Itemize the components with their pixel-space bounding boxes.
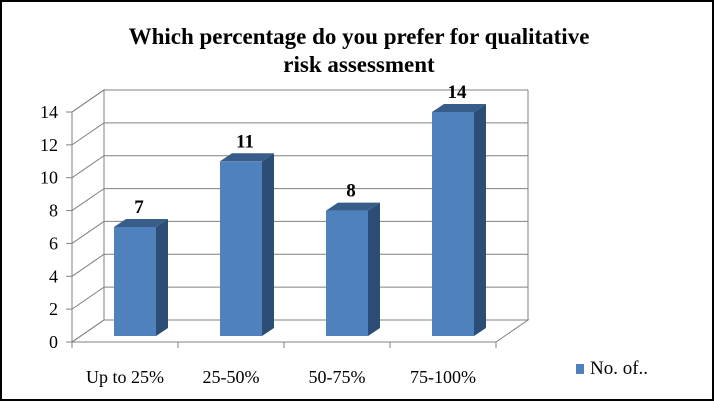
legend: No. of.. bbox=[576, 358, 648, 379]
gridline bbox=[71, 155, 528, 179]
data-label: 8 bbox=[346, 181, 356, 202]
bar-side bbox=[156, 219, 168, 336]
gridline bbox=[71, 188, 528, 211]
bar bbox=[326, 202, 380, 336]
y-tick-label: 10 bbox=[40, 168, 58, 188]
bar-top bbox=[326, 202, 380, 211]
chart-title-line-2: risk assessment bbox=[283, 52, 435, 77]
gridline bbox=[71, 122, 528, 146]
data-label: 11 bbox=[236, 131, 254, 152]
bar-front bbox=[326, 210, 368, 336]
chart-title-line-1: Which percentage do you prefer for quali… bbox=[129, 24, 590, 49]
x-category-label: Up to 25% bbox=[86, 367, 164, 387]
gridline bbox=[71, 286, 528, 310]
legend-swatch bbox=[576, 364, 584, 374]
x-category-label: 50-75% bbox=[309, 367, 366, 387]
y-tick-label: 8 bbox=[49, 201, 58, 221]
bar bbox=[114, 219, 168, 336]
data-labels: 7 11 8 14 bbox=[134, 82, 467, 218]
x-axis-ticks: Up to 25% 25-50% 50-75% 75-100% bbox=[71, 341, 497, 387]
x-category-label: 75-100% bbox=[410, 367, 476, 387]
bar-front bbox=[220, 161, 262, 336]
y-axis-ticks: 0 2 4 6 8 10 12 14 bbox=[40, 102, 72, 352]
grid-lines bbox=[71, 89, 528, 310]
gridline bbox=[71, 220, 528, 244]
bar-top bbox=[114, 219, 168, 227]
y-tick-label: 6 bbox=[49, 233, 58, 253]
data-label: 7 bbox=[134, 197, 144, 218]
y-tick-label: 14 bbox=[40, 102, 58, 122]
x-category-label: 25-50% bbox=[203, 367, 260, 387]
chart-side-wall bbox=[71, 89, 105, 343]
bar bbox=[432, 104, 486, 336]
gridline bbox=[71, 89, 528, 113]
bar-front bbox=[432, 112, 474, 336]
y-tick-label: 4 bbox=[49, 266, 58, 286]
bar-side bbox=[262, 153, 274, 336]
bar bbox=[220, 153, 274, 336]
gridline bbox=[71, 253, 528, 277]
bar-top bbox=[220, 153, 274, 162]
bar-side bbox=[474, 104, 486, 336]
bar-top bbox=[432, 104, 486, 112]
bar-front bbox=[114, 227, 156, 336]
y-tick-label: 12 bbox=[40, 135, 58, 155]
data-label: 14 bbox=[448, 82, 468, 103]
y-tick-label: 2 bbox=[49, 299, 58, 319]
legend-label: No. of.. bbox=[590, 358, 648, 379]
y-tick-label: 0 bbox=[49, 332, 58, 352]
bar-side bbox=[368, 202, 380, 336]
bars bbox=[114, 104, 486, 336]
